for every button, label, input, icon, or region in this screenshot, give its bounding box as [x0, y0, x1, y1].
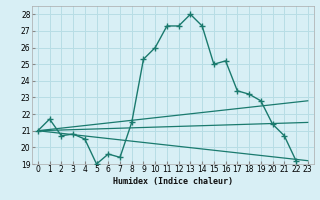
X-axis label: Humidex (Indice chaleur): Humidex (Indice chaleur) — [113, 177, 233, 186]
